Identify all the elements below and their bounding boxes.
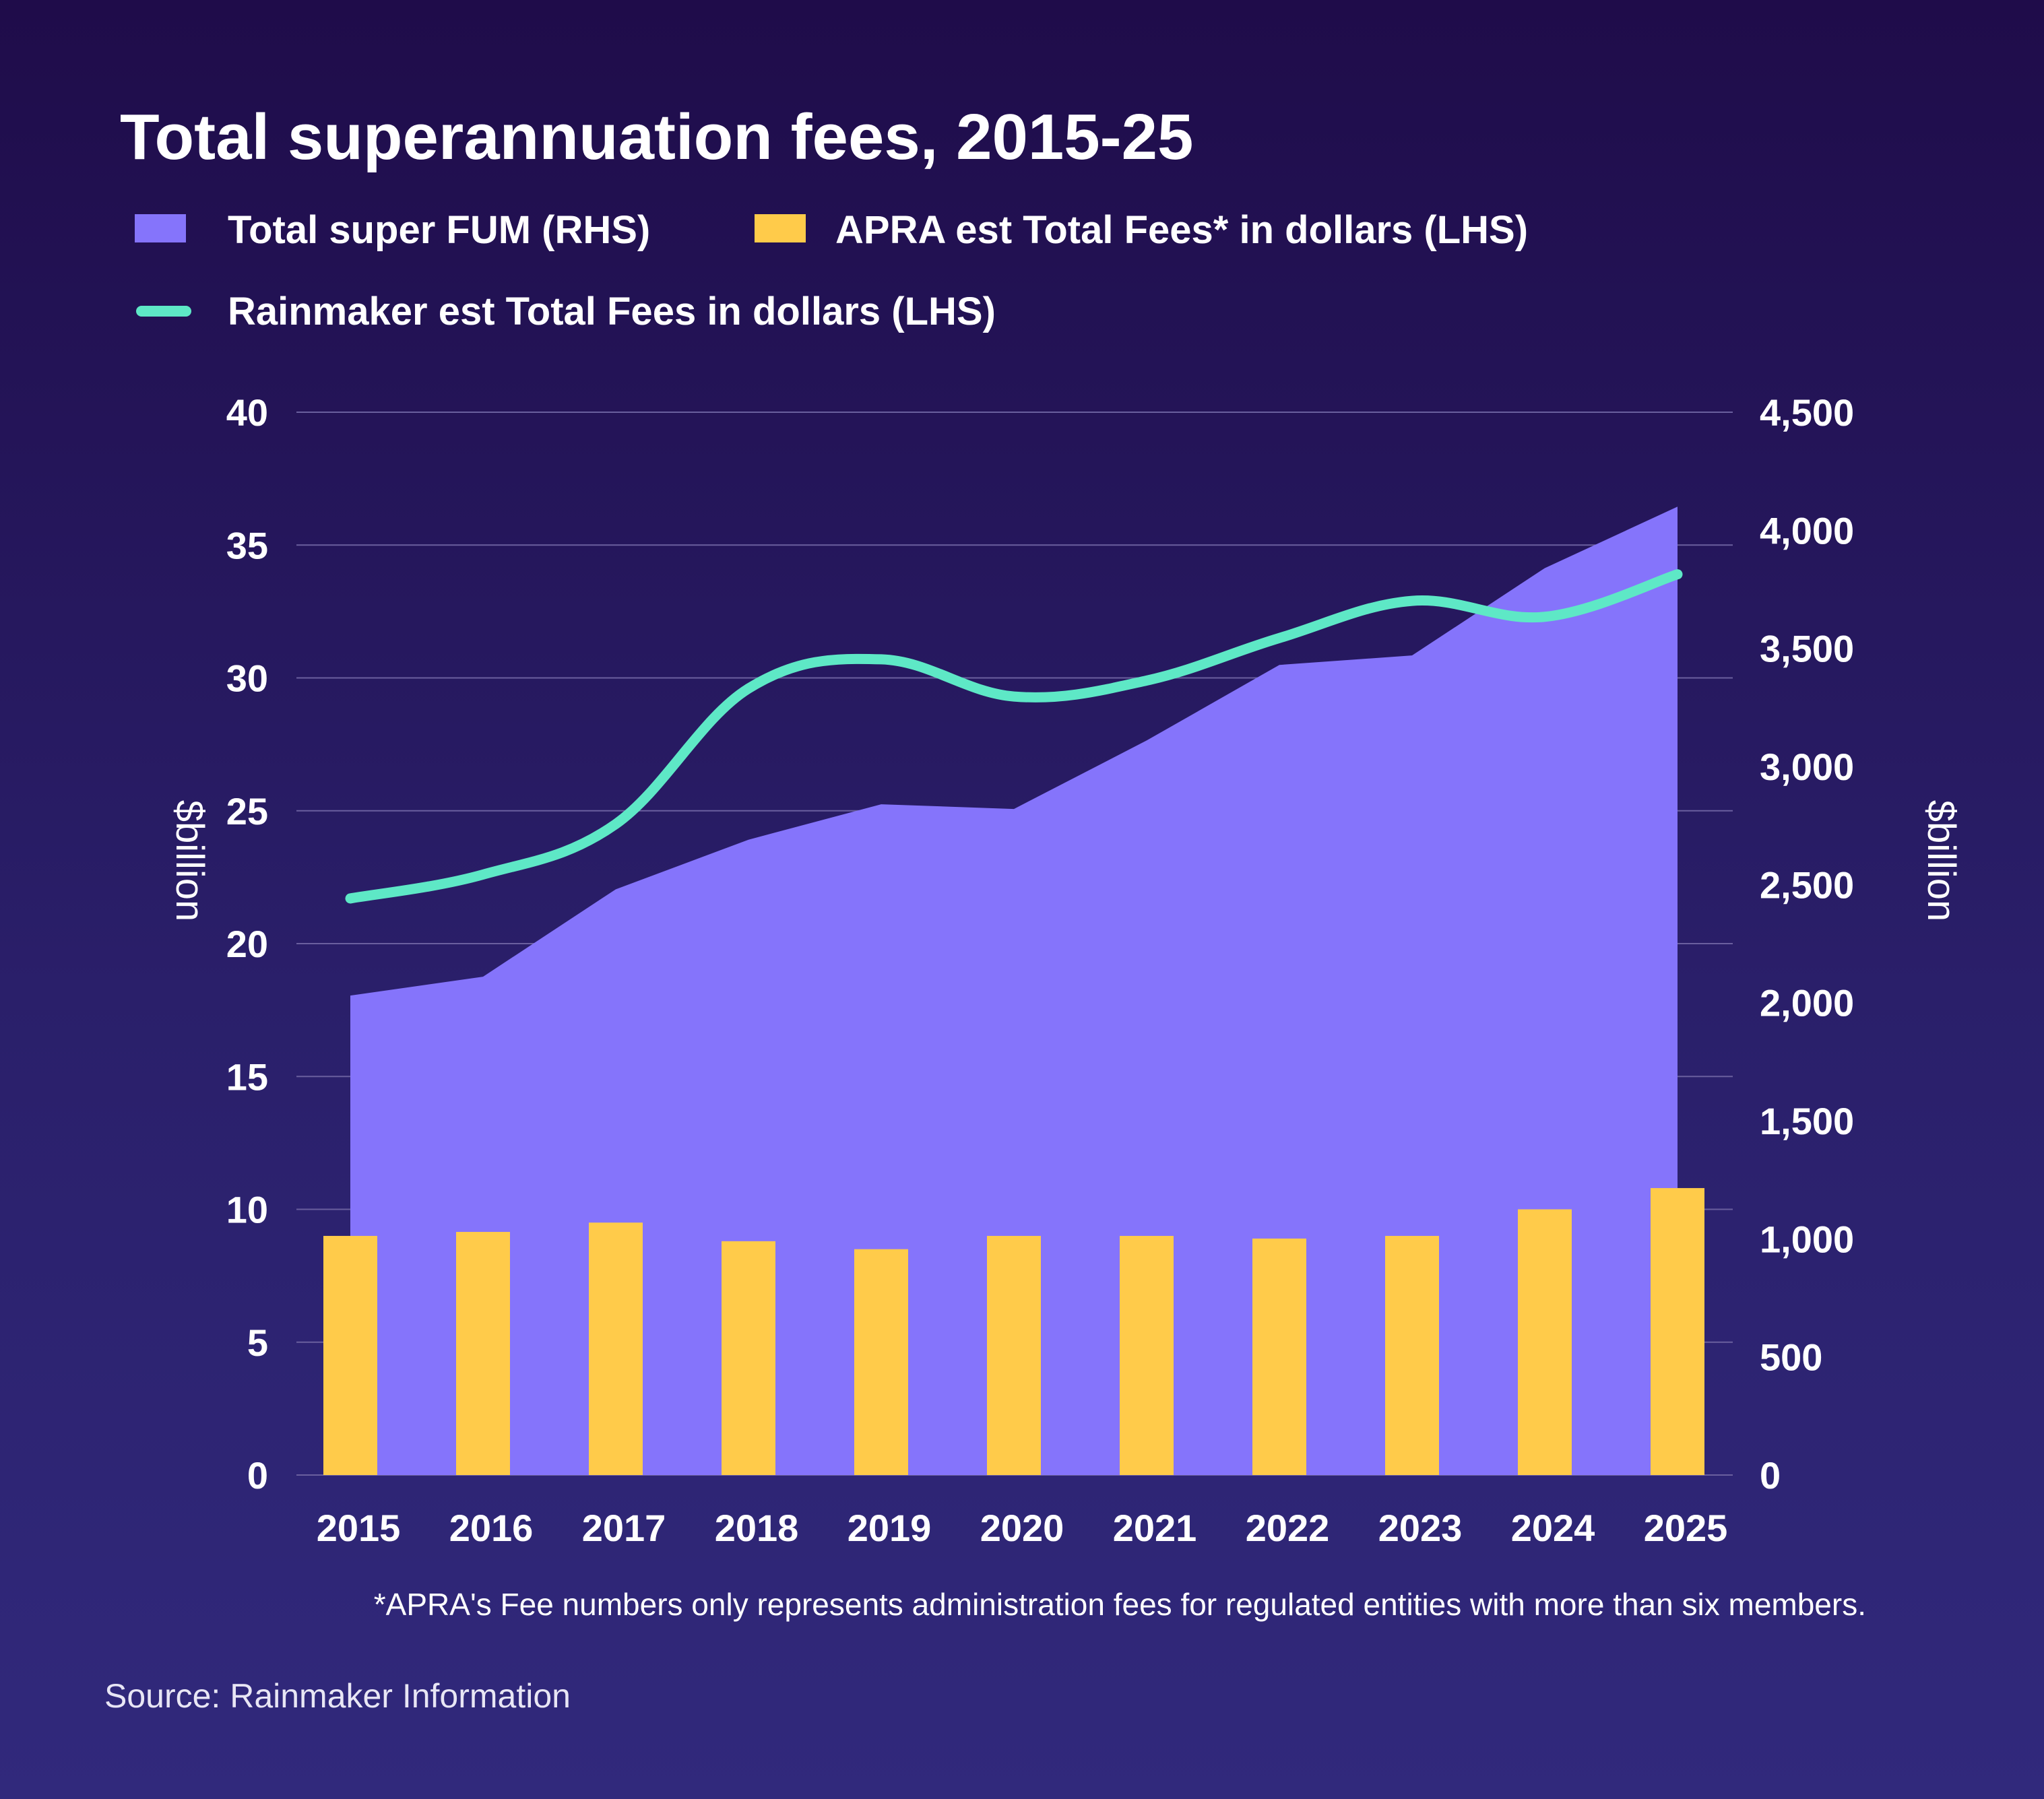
source-note: Source: Rainmaker Information [104, 1677, 571, 1715]
apra-bar [722, 1241, 775, 1475]
apra-bar [1252, 1238, 1306, 1475]
apra-bars [323, 1187, 1704, 1475]
right-tick-label: 3,000 [1760, 746, 1854, 788]
right-tick-label: 2,500 [1760, 863, 1854, 906]
left-tick-label: 15 [226, 1055, 268, 1098]
right-tick-label: 500 [1760, 1336, 1822, 1379]
apra-bar [323, 1235, 377, 1475]
apra-bar [1120, 1235, 1174, 1475]
x-axis-ticks: 2015 2016 2017 2018 2019 2020 2021 2022 2023 2024… [317, 1507, 1728, 1549]
apra-bar [1651, 1187, 1704, 1475]
left-axis-title: $billion [168, 800, 212, 922]
legend-label-fum: Total super FUM (RHS) [228, 208, 650, 252]
x-tick-label: 2015 [317, 1507, 401, 1549]
left-tick-label: 0 [247, 1454, 268, 1497]
left-tick-label: 10 [226, 1189, 268, 1231]
x-tick-label: 2024 [1511, 1507, 1595, 1549]
right-tick-label: 4,500 [1760, 391, 1854, 434]
apra-bar [1518, 1209, 1572, 1475]
legend: Total super FUM (RHS) APRA est Total Fee… [135, 208, 1528, 333]
x-tick-label: 2016 [449, 1507, 534, 1549]
left-tick-label: 5 [247, 1321, 268, 1364]
apra-bar [987, 1235, 1041, 1475]
rainmaker-line-layer [345, 569, 1683, 904]
x-tick-label: 2025 [1644, 1507, 1728, 1549]
right-tick-label: 2,000 [1760, 982, 1854, 1024]
chart-title: Total superannuation fees, 2015-25 [120, 101, 1193, 173]
left-axis-ticks: 0 5 10 15 20 25 30 35 40 [226, 391, 268, 1497]
x-tick-label: 2019 [848, 1507, 932, 1549]
x-tick-label: 2023 [1378, 1507, 1463, 1549]
x-tick-label: 2020 [980, 1507, 1064, 1549]
apra-bar [589, 1222, 643, 1475]
legend-label-apra: APRA est Total Fees* in dollars (LHS) [835, 208, 1528, 252]
footnote: *APRA's Fee numbers only represents admi… [374, 1587, 1866, 1622]
right-tick-label: 3,500 [1760, 628, 1854, 670]
left-tick-label: 25 [226, 790, 268, 832]
legend-label-rainmaker: Rainmaker est Total Fees in dollars (LHS… [228, 290, 996, 333]
apra-bar [854, 1249, 908, 1475]
rainmaker-line [345, 569, 1683, 904]
right-axis-title: $billion [1919, 800, 1963, 922]
right-tick-label: 1,500 [1760, 1100, 1854, 1142]
x-tick-label: 2017 [582, 1507, 666, 1549]
right-tick-label: 0 [1760, 1454, 1781, 1497]
right-tick-label: 4,000 [1760, 509, 1854, 552]
right-tick-label: 1,000 [1760, 1218, 1854, 1260]
left-tick-label: 40 [226, 391, 268, 434]
right-axis-ticks: 0 500 1,000 1,500 2,000 2,500 3,000 3,500 4,000 4… [1760, 391, 1854, 1497]
left-tick-label: 20 [226, 923, 268, 965]
fum-area-layer [350, 506, 1678, 1476]
x-tick-label: 2018 [715, 1507, 799, 1549]
left-tick-label: 30 [226, 657, 268, 700]
legend-swatch-apra [755, 214, 806, 242]
legend-swatch-fum [135, 214, 186, 242]
fum-area [350, 506, 1678, 1476]
x-tick-label: 2021 [1113, 1507, 1197, 1549]
apra-bar [456, 1232, 510, 1475]
x-tick-label: 2022 [1246, 1507, 1330, 1549]
apra-bar [1385, 1235, 1439, 1475]
left-tick-label: 35 [226, 524, 268, 566]
